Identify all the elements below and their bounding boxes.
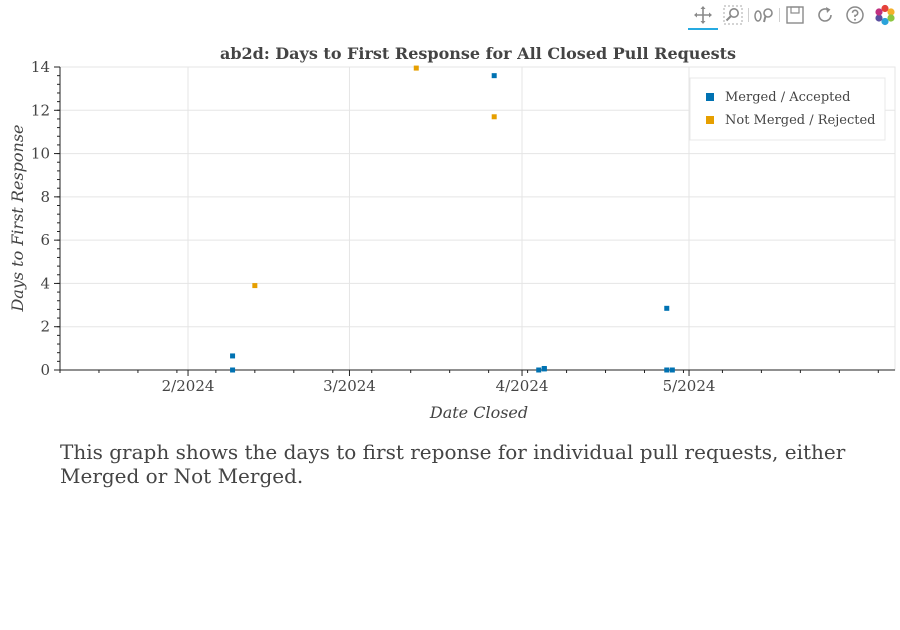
data-point-merged xyxy=(541,365,547,371)
x-tick-label: 4/2024 xyxy=(496,377,549,395)
legend-label-merged: Merged / Accepted xyxy=(725,90,850,105)
x-tick-label: 3/2024 xyxy=(323,377,376,395)
help-tool[interactable] xyxy=(840,1,870,29)
y-tick-label: 4 xyxy=(40,274,50,292)
data-point-merged xyxy=(491,73,497,79)
data-point-not-merged xyxy=(491,114,497,120)
y-axis-label: Days to First Response xyxy=(8,124,27,312)
toolbar-separator xyxy=(748,8,749,22)
legend-box xyxy=(689,77,886,141)
legend[interactable]: Merged / Accepted Not Merged / Rejected xyxy=(689,77,886,141)
wheel-zoom-tool[interactable] xyxy=(749,1,779,29)
axes xyxy=(59,67,895,371)
data-point-merged xyxy=(230,353,236,359)
x-tick-label: 5/2024 xyxy=(663,377,716,395)
data-point-merged xyxy=(664,305,670,311)
legend-label-not-merged: Not Merged / Rejected xyxy=(725,113,875,128)
legend-swatch-merged xyxy=(706,93,714,101)
box-zoom-tool[interactable] xyxy=(718,1,748,29)
data-point-merged xyxy=(664,367,670,373)
help-icon xyxy=(846,6,864,24)
toolbar-separator xyxy=(779,8,780,22)
y-tick-label: 10 xyxy=(31,145,50,163)
grid xyxy=(60,66,895,371)
box-zoom-icon xyxy=(723,5,743,25)
chart-title: ab2d: Days to First Response for All Clo… xyxy=(220,44,736,63)
wheel-zoom-icon xyxy=(754,8,773,23)
data-point-not-merged xyxy=(413,65,419,71)
legend-swatch-not-merged xyxy=(706,116,714,124)
save-tool[interactable] xyxy=(780,1,810,29)
data-point-merged xyxy=(536,367,542,373)
data-point-not-merged xyxy=(252,283,258,289)
y-axis-ticks: 0 2 4 6 8 10 12 14 xyxy=(31,58,60,379)
y-tick-label: 12 xyxy=(31,101,50,119)
bokeh-logo-icon xyxy=(875,4,895,26)
x-axis-label: Date Closed xyxy=(429,403,528,422)
save-icon xyxy=(786,6,804,24)
chart[interactable]: ab2d: Days to First Response for All Clo… xyxy=(0,36,900,436)
y-tick-label: 8 xyxy=(40,188,50,206)
x-tick-label: 2/2024 xyxy=(162,377,215,395)
pan-tool[interactable] xyxy=(688,1,718,30)
bokeh-logo[interactable] xyxy=(870,1,900,29)
reset-icon xyxy=(818,7,832,22)
data-point-merged xyxy=(669,367,675,373)
data-point-merged xyxy=(230,367,236,373)
pan-icon xyxy=(694,6,712,24)
y-tick-label: 6 xyxy=(40,231,50,249)
data-points xyxy=(230,65,675,373)
chart-caption: This graph shows the days to first repon… xyxy=(60,440,846,488)
y-tick-label: 2 xyxy=(40,318,50,336)
reset-tool[interactable] xyxy=(810,1,840,29)
y-tick-label: 14 xyxy=(31,58,50,76)
x-axis-ticks: 2/2024 3/2024 4/2024 5/2024 xyxy=(59,370,879,395)
chart-toolbar xyxy=(680,0,900,30)
y-tick-label: 0 xyxy=(40,361,50,379)
